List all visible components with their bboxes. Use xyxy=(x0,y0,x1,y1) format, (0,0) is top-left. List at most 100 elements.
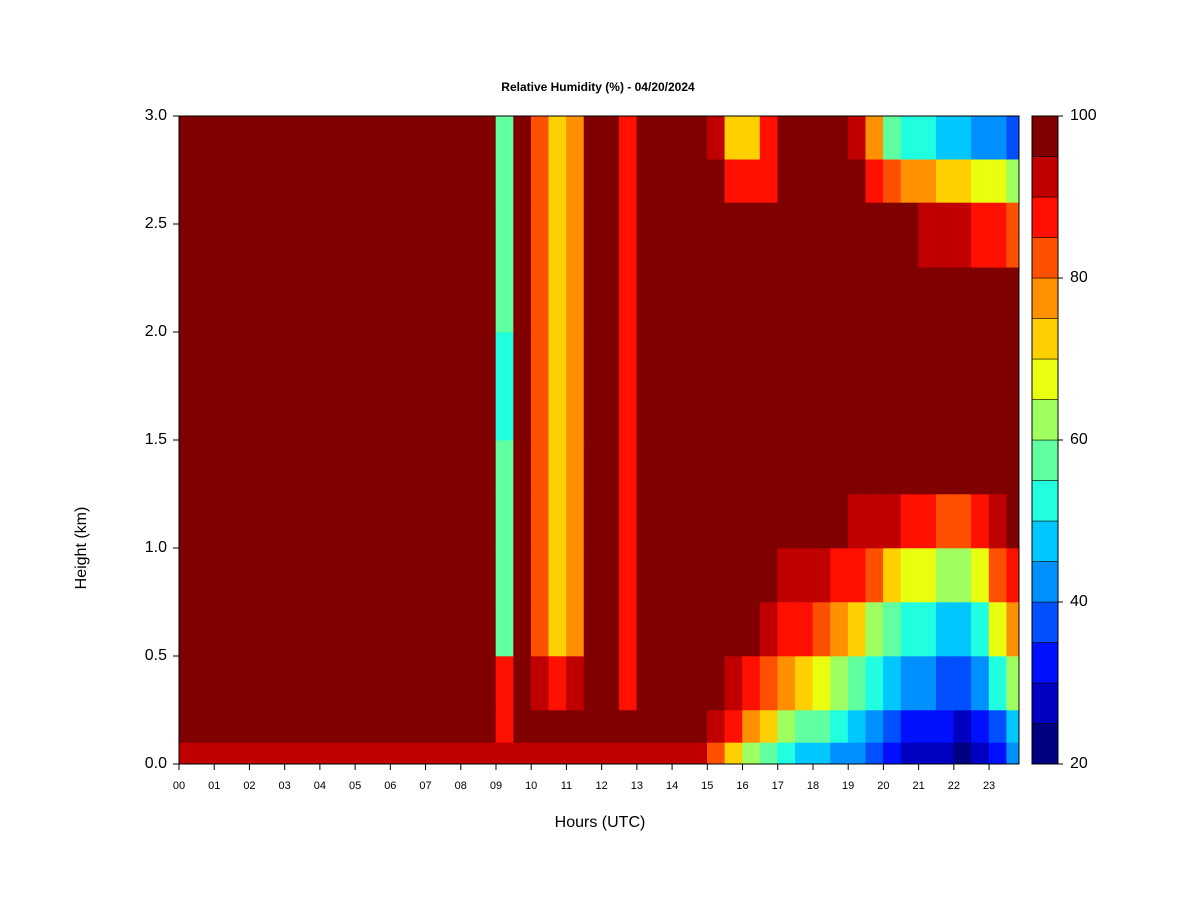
heatmap-cell xyxy=(548,331,567,441)
colorbar-swatch xyxy=(1031,439,1059,481)
heatmap-cell xyxy=(830,547,849,603)
heatmap-cell xyxy=(830,266,849,333)
heatmap-cell xyxy=(407,709,426,743)
heatmap-cell xyxy=(583,493,602,549)
heatmap-cell xyxy=(249,439,268,495)
heatmap-cell xyxy=(918,116,937,160)
heatmap-cell xyxy=(953,158,972,203)
heatmap-cell xyxy=(812,709,831,743)
heatmap-cell xyxy=(284,493,303,549)
heatmap-cell xyxy=(495,158,514,203)
heatmap-cell xyxy=(442,116,462,160)
heatmap-cell xyxy=(442,158,462,203)
heatmap-cell xyxy=(513,202,532,268)
heatmap-cell xyxy=(988,709,1007,743)
heatmap-cell xyxy=(231,601,250,657)
heatmap-cell xyxy=(777,493,796,549)
colorbar-tick-label: 100 xyxy=(1070,107,1097,124)
heatmap-cell xyxy=(372,116,391,160)
heatmap-cell xyxy=(319,547,338,603)
heatmap-cell xyxy=(460,158,479,203)
heatmap-cell xyxy=(425,493,444,549)
heatmap-cell xyxy=(196,331,215,441)
heatmap-cell xyxy=(266,158,285,203)
heatmap-cell xyxy=(883,709,902,743)
heatmap-cell xyxy=(900,202,919,268)
heatmap-cell xyxy=(442,439,462,495)
heatmap-cell xyxy=(407,202,426,268)
heatmap-cell xyxy=(847,158,867,203)
x-tick-label: 03 xyxy=(279,780,291,792)
heatmap-cell xyxy=(865,709,884,743)
heatmap-cell xyxy=(724,266,743,333)
colorbar-tick-label: 40 xyxy=(1070,593,1088,610)
heatmap-cell xyxy=(971,116,990,160)
heatmap-cell xyxy=(636,266,655,333)
heatmap-cell xyxy=(601,547,620,603)
heatmap-cell xyxy=(865,202,884,268)
heatmap-cell xyxy=(865,158,884,203)
heatmap-cell xyxy=(795,742,814,764)
heatmap-cell xyxy=(390,158,409,203)
heatmap-cell xyxy=(337,266,356,333)
heatmap-cell xyxy=(988,331,1007,441)
heatmap-cell xyxy=(301,493,321,549)
heatmap-cell xyxy=(988,266,1007,333)
heatmap-cell xyxy=(513,655,532,711)
heatmap-cell xyxy=(865,331,884,441)
heatmap-cell xyxy=(390,116,409,160)
heatmap-cell xyxy=(988,742,1007,764)
heatmap-cell xyxy=(495,439,514,495)
heatmap-cell xyxy=(601,202,620,268)
heatmap-cell xyxy=(971,493,990,549)
heatmap-cell xyxy=(618,655,638,711)
heatmap-cell xyxy=(390,742,409,764)
heatmap-cell xyxy=(354,547,374,603)
heatmap-cell xyxy=(918,439,937,495)
heatmap-cell xyxy=(372,493,391,549)
heatmap-cell xyxy=(742,709,761,743)
heatmap-cell xyxy=(407,547,426,603)
colorbar-swatch xyxy=(1031,520,1059,562)
heatmap-cell xyxy=(513,601,532,657)
heatmap-cell xyxy=(777,439,796,495)
x-tick-label: 04 xyxy=(314,780,326,792)
heatmap-cell xyxy=(196,202,215,268)
heatmap-cell xyxy=(742,439,761,495)
heatmap-cell xyxy=(971,547,990,603)
heatmap-cell xyxy=(301,331,321,441)
heatmap-cell xyxy=(654,493,673,549)
heatmap-cell xyxy=(213,266,233,333)
heatmap-cell xyxy=(548,439,567,495)
heatmap-cell xyxy=(319,202,338,268)
heatmap-cell xyxy=(390,547,409,603)
heatmap-cell xyxy=(689,266,708,333)
heatmap-cell xyxy=(372,202,391,268)
heatmap-cell xyxy=(284,266,303,333)
heatmap-cell xyxy=(372,655,391,711)
heatmap-cell xyxy=(636,202,655,268)
heatmap-cell xyxy=(707,158,726,203)
heatmap-cell xyxy=(266,331,285,441)
heatmap-cell xyxy=(301,547,321,603)
heatmap-cell xyxy=(636,742,655,764)
heatmap-cell xyxy=(196,266,215,333)
heatmap-cell xyxy=(319,331,338,441)
heatmap-cell xyxy=(583,116,602,160)
heatmap-cell xyxy=(900,655,919,711)
heatmap-cell xyxy=(407,493,426,549)
heatmap-cell xyxy=(830,331,849,441)
y-tick-label: 1.5 xyxy=(145,431,167,448)
heatmap-cell xyxy=(812,158,831,203)
heatmap-cell xyxy=(337,655,356,711)
y-tick-label: 3.0 xyxy=(145,107,167,124)
heatmap-cell xyxy=(724,742,743,764)
heatmap-cell xyxy=(900,116,919,160)
heatmap-cell xyxy=(953,331,972,441)
heatmap-cell xyxy=(213,493,233,549)
heatmap-cell xyxy=(918,158,937,203)
heatmap-cell xyxy=(847,547,867,603)
heatmap-cell xyxy=(812,331,831,441)
heatmap-cell xyxy=(179,709,197,743)
heatmap-cell xyxy=(354,493,374,549)
